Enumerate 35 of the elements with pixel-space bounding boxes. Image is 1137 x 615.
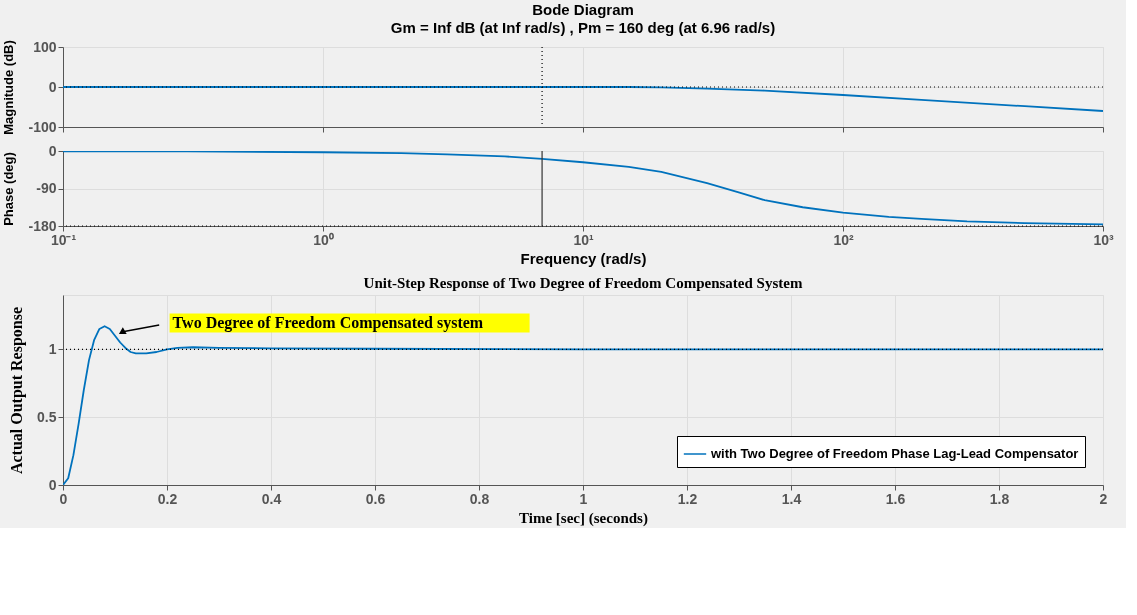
legend-label: with Two Degree of Freedom Phase Lag-Lead Compensator [710, 446, 1079, 461]
y-tick-label: 0 [48, 78, 57, 95]
x-tick-label: 1.4 [781, 490, 802, 507]
x-tick-label: 10⁻¹ [50, 231, 77, 248]
x-tick-label: 1.8 [989, 490, 1010, 507]
y-tick-label: 0 [48, 476, 57, 493]
x-tick-label: 10⁰ [313, 231, 334, 248]
y-tick-label: -90 [36, 180, 57, 196]
x-tick-label: 2 [1099, 490, 1108, 507]
x-tick-label: 0 [59, 490, 68, 507]
y-tick-label: 0 [48, 142, 57, 159]
y-axis-title: Actual Output Response [8, 306, 27, 475]
x-tick-label: 10³ [1093, 231, 1114, 248]
x-tick-label: 1.6 [885, 490, 906, 507]
x-tick-label: 0.4 [261, 490, 282, 507]
x-tick-label: 1.2 [677, 490, 698, 507]
x-tick-label: 0.8 [469, 490, 490, 507]
chart-title: Unit-Step Response of Two Degree of Freedom Compensated System [363, 275, 803, 291]
annotation: Two Degree of Freedom Compensated system [172, 314, 484, 333]
y-tick-label: -100 [28, 118, 57, 135]
x-tick-label: 10¹ [573, 231, 594, 248]
y-axis-title: Magnitude (dB) [1, 40, 17, 135]
chart-subtitle: Gm = Inf dB (at Inf rad/s) , Pm = 160 deg (at 6.96 rad/s) [390, 18, 776, 36]
x-axis-title: Frequency (rad/s) [520, 249, 647, 267]
y-tick-label: 0.5 [37, 408, 57, 425]
y-tick-label: 100 [33, 38, 57, 55]
x-tick-label: 1 [579, 490, 588, 507]
x-tick-label: 0.6 [365, 490, 386, 507]
y-axis-title: Phase (deg) [1, 152, 17, 226]
x-tick-label: 0.2 [157, 490, 178, 507]
y-tick-label: 1 [48, 340, 57, 357]
y-tick-label: -180 [28, 217, 57, 234]
x-axis-title: Time [sec] (seconds) [519, 509, 648, 527]
chart-title: Bode Diagram [532, 0, 634, 18]
x-tick-label: 10² [833, 231, 854, 248]
